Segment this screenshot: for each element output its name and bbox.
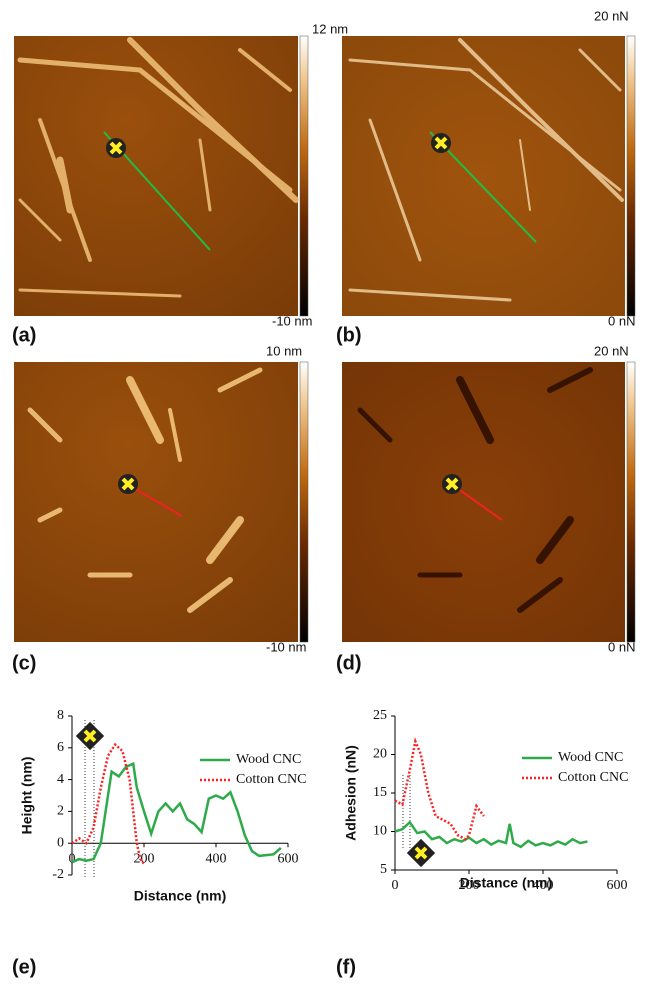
y-tick-label: 6 (57, 740, 64, 755)
y-tick-label: 20 (373, 747, 387, 762)
scale-max: 12 nm (312, 21, 348, 36)
scale-min: -10 nm (272, 313, 312, 328)
x-axis-title: Distance (nm) (134, 888, 227, 904)
panel-label: (c) (12, 652, 36, 674)
legend-label: Cotton CNC (236, 772, 306, 787)
x-tick-label: 200 (134, 851, 155, 866)
panel-label: (f) (336, 956, 356, 978)
y-tick-label: 10 (373, 824, 387, 839)
y-tick-label: 4 (57, 772, 64, 787)
afm-image (14, 362, 308, 642)
legend-label: Wood CNC (236, 752, 301, 767)
y-tick-label: -2 (52, 867, 64, 882)
scale-max: 20 nN (594, 8, 629, 23)
y-tick-label: 15 (373, 785, 387, 800)
y-tick-label: 8 (57, 708, 64, 723)
scale-max: 20 nN (594, 343, 629, 358)
scale-min: -10 nm (266, 639, 306, 654)
x-axis-title: Distance (nm) (460, 875, 553, 891)
y-tick-label: 25 (373, 708, 387, 723)
figure: 12 nm -10 nm 20 nN 0 nN 10 nm -10 nm 20 … (0, 0, 652, 988)
scale-min: 0 nN (608, 313, 635, 328)
legend-label: Wood CNC (558, 750, 623, 765)
y-axis-title: Adhesion (nN) (343, 745, 359, 841)
y-tick-label: 0 (57, 835, 64, 850)
panel-label: (a) (12, 324, 36, 346)
x-tick-label: 600 (607, 878, 628, 893)
scale-min: 0 nN (608, 639, 635, 654)
x-tick-label: 400 (206, 851, 227, 866)
y-tick-label: 5 (380, 862, 387, 877)
afm-image (342, 362, 635, 642)
panel-label: (e) (12, 956, 36, 978)
panel-label: (b) (336, 324, 362, 346)
x-tick-label: 600 (278, 851, 299, 866)
x-tick-label: 0 (392, 878, 399, 893)
legend-label: Cotton CNC (558, 770, 628, 785)
panel-label: (d) (336, 652, 362, 674)
y-axis-title: Height (nm) (19, 757, 35, 835)
afm-image (342, 36, 635, 316)
x-tick-label: 0 (69, 851, 76, 866)
scale-max: 10 nm (266, 343, 302, 358)
y-tick-label: 2 (57, 804, 64, 819)
afm-image (14, 36, 308, 316)
